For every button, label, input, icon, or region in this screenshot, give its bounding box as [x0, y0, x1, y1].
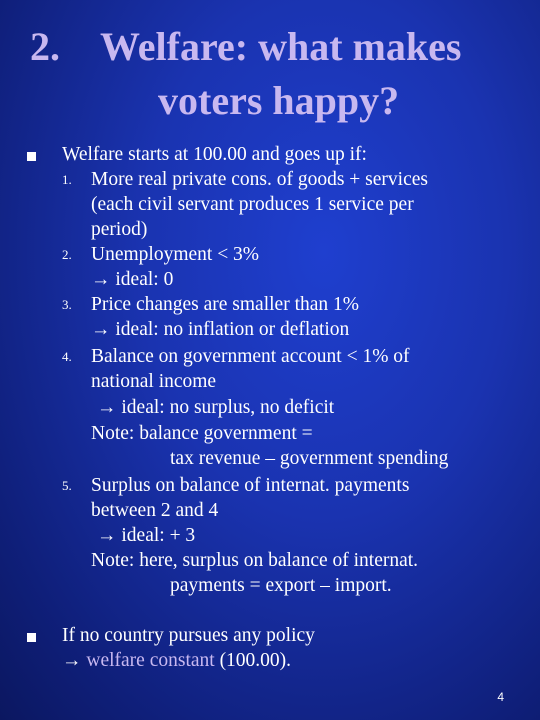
arrow-text: →	[62, 650, 87, 671]
welfare-constant-text: welfare constant	[86, 650, 215, 671]
list-item-line: (each civil servant produces 1 service p…	[91, 194, 414, 215]
list-item-line: → ideal: 0	[91, 269, 174, 290]
list-item-number: 2.	[62, 247, 72, 262]
title-line-2: voters happy?	[158, 78, 400, 123]
list-item-line: → ideal: no inflation or deflation	[91, 319, 350, 340]
list-item-line: More real private cons. of goods + servi…	[91, 169, 428, 190]
list-item-number: 3.	[62, 297, 72, 312]
list-item-line: → ideal: + 3	[97, 525, 196, 546]
list-item-line: → ideal: no surplus, no deficit	[97, 397, 335, 418]
bullet-square-icon	[27, 633, 36, 642]
list-item-line: between 2 and 4	[91, 500, 219, 521]
list-item-line: payments = export – import.	[170, 575, 392, 596]
list-item-number: 4.	[62, 349, 72, 364]
bullet-2-line-2: → welfare constant (100.00).	[62, 648, 291, 673]
page-number: 4	[497, 690, 504, 704]
bullet-2-line-1: If no country pursues any policy	[62, 625, 315, 646]
list-item-line: Surplus on balance of internat. payments	[91, 475, 410, 496]
list-item-line: Balance on government account < 1% of	[91, 346, 410, 367]
title-line-1: Welfare: what makes	[100, 24, 462, 69]
list-item-number: 1.	[62, 172, 72, 187]
list-item-line: Note: balance government =	[91, 423, 313, 444]
list-item-line: national income	[91, 371, 217, 392]
bullet-square-icon	[27, 152, 36, 161]
welfare-value-text: (100.00).	[214, 650, 292, 671]
bullet-1-intro: Welfare starts at 100.00 and goes up if:	[62, 144, 367, 165]
list-item-line: period)	[91, 219, 148, 240]
title-number: 2.	[30, 24, 60, 69]
list-item-line: tax revenue – government spending	[170, 448, 449, 469]
list-item-line: Price changes are smaller than 1%	[91, 294, 360, 315]
list-item-line: Unemployment < 3%	[91, 244, 260, 265]
list-item-line: Note: here, surplus on balance of intern…	[91, 550, 419, 571]
list-item-number: 5.	[62, 478, 72, 493]
